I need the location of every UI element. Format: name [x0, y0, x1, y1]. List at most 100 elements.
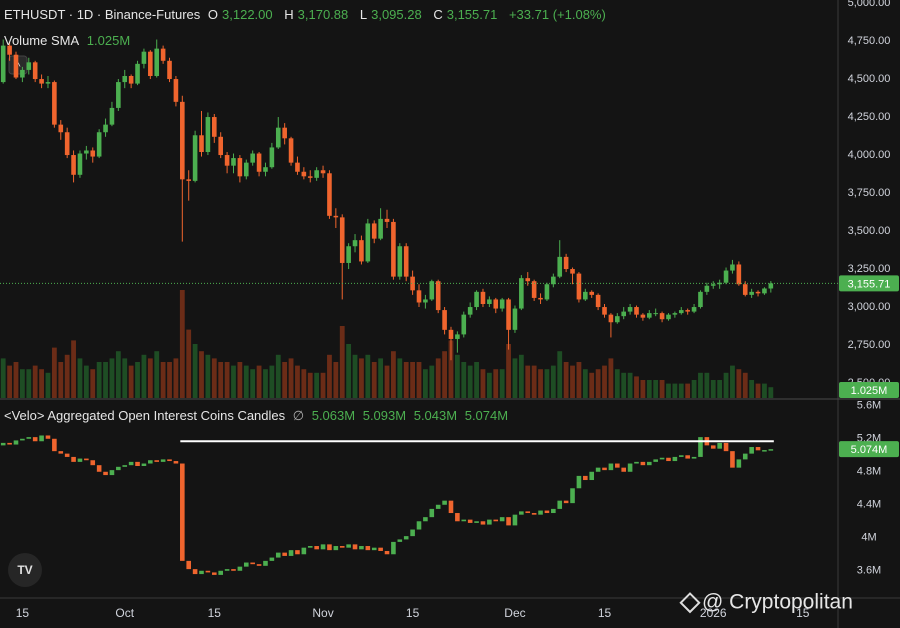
candle-body: [749, 291, 754, 295]
oi-candle-body: [710, 445, 716, 449]
volume-bar: [346, 344, 352, 398]
volume-bar: [275, 354, 281, 398]
oi-candle-body: [736, 459, 742, 468]
candle-body: [499, 299, 505, 309]
x-tick-label: 15: [406, 606, 420, 620]
oi-candle-body: [762, 450, 767, 452]
candle-body: [519, 278, 524, 309]
candle-body: [71, 155, 76, 175]
oi-candle-body: [359, 546, 364, 550]
watermark-logo: [679, 592, 701, 614]
oi-candle-body: [403, 536, 409, 540]
volume-bar: [717, 380, 723, 398]
oi-candle-body: [646, 461, 652, 466]
candle-body: [128, 76, 134, 84]
volume-bar: [762, 383, 767, 398]
last-oi-label-box: [839, 441, 899, 458]
candle-body: [224, 155, 230, 166]
candle-body: [339, 217, 345, 263]
volume-bar: [256, 365, 262, 398]
oi-candle-body: [301, 547, 307, 555]
volume-bar: [231, 365, 236, 398]
visibility-icon[interactable]: ∅: [292, 408, 305, 423]
volume-bar: [320, 372, 326, 398]
oi-value: 5.093M: [362, 408, 407, 423]
oi-candle-body: [755, 447, 761, 451]
ohlc-value: 3,095.28: [371, 7, 422, 22]
volume-bar: [263, 369, 268, 398]
candle-body: [77, 153, 83, 175]
oi-candle-body: [384, 550, 390, 555]
volume-bar: [122, 358, 128, 398]
tradingview-logo: TV: [8, 553, 42, 587]
candle-body: [243, 162, 249, 177]
volume-bar: [467, 365, 473, 398]
oi-candle-body: [602, 467, 607, 471]
oi-candle-body: [180, 463, 185, 561]
volume-bar: [429, 365, 435, 398]
candle-body: [295, 162, 300, 172]
volume-bar: [410, 362, 416, 398]
candle-body: [423, 299, 428, 303]
oi-candle-body: [352, 544, 358, 550]
oi-candle-body: [768, 449, 774, 451]
change: +33.71 (+1.08%): [508, 7, 606, 22]
candle-body: [26, 62, 32, 70]
candle-body: [307, 176, 313, 178]
candle-body: [205, 117, 211, 152]
oi-candle-body: [13, 440, 19, 445]
oi-candle-body: [525, 511, 531, 514]
volume-bar: [595, 369, 601, 398]
candle-body: [646, 313, 652, 318]
x-tick-label: 15: [598, 606, 612, 620]
oi-candle-body: [480, 521, 486, 525]
candle-body: [250, 153, 255, 163]
candle-body: [493, 299, 499, 309]
y-tick-label: 5,000.00: [848, 0, 891, 9]
x-tick-label: Oct: [115, 606, 134, 620]
volume-bar: [691, 380, 697, 398]
ohlc-letter: H: [284, 7, 294, 22]
volume-bar: [435, 358, 441, 398]
candle-body: [20, 69, 25, 78]
oi-candle-body: [269, 557, 275, 561]
oi-candle-body: [749, 447, 754, 454]
x-tick-label: Nov: [312, 606, 333, 620]
candle-body: [192, 135, 198, 181]
y-tick-label: 4,000.00: [848, 149, 891, 161]
candle-body: [173, 79, 179, 102]
x-tick-label: 15: [16, 606, 30, 620]
candle-body: [416, 290, 422, 303]
y-tick-label: 3,000.00: [848, 301, 891, 313]
ohlc-value: 3,155.71: [446, 7, 498, 22]
candle-body: [269, 147, 275, 168]
volume-bar: [199, 351, 204, 398]
volume-bar: [237, 362, 243, 398]
oi-candle-body: [487, 519, 492, 525]
volume-bar: [327, 354, 332, 398]
oi-candle-body: [282, 552, 287, 556]
oi-candle-body: [621, 467, 627, 472]
volume-bar: [736, 369, 742, 398]
oi-candle-body: [339, 546, 345, 548]
oi-candle-body: [237, 566, 243, 571]
volume-bar: [698, 372, 703, 398]
volume-bar: [531, 365, 537, 398]
volume-bar: [474, 362, 479, 398]
svg-text:TV: TV: [17, 563, 32, 577]
volume-bar: [147, 358, 153, 398]
volume-bar: [710, 380, 716, 398]
volume-bar: [77, 358, 83, 398]
candle-body: [13, 54, 19, 78]
candle-body: [231, 158, 236, 166]
volume-bar: [307, 372, 313, 398]
oi-candle-body: [263, 560, 268, 566]
collapse-icon[interactable]: ^: [15, 61, 21, 73]
y-tick-label: 4M: [861, 532, 876, 544]
candle-body: [685, 310, 690, 312]
oi-candle-body: [416, 521, 422, 530]
volume-bar: [448, 340, 454, 398]
volume-bar: [179, 290, 185, 398]
volume-bar: [723, 372, 729, 398]
oi-candle-body: [173, 461, 179, 464]
